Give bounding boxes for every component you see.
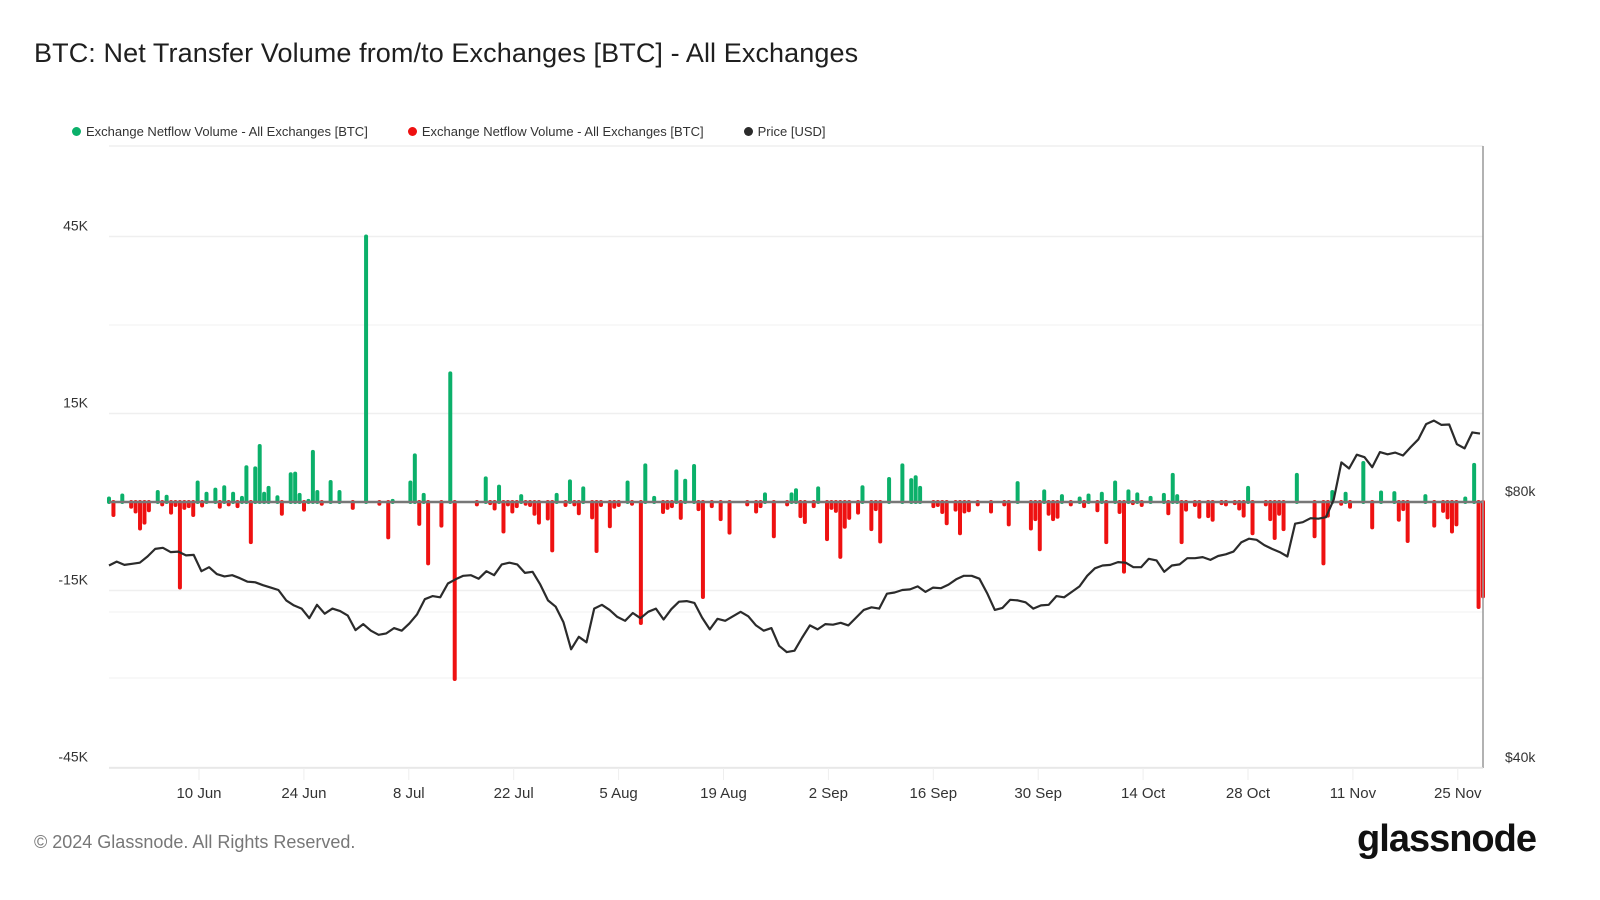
legend-red-dot-icon: [407, 127, 417, 136]
svg-text:22 Jul: 22 Jul: [494, 785, 534, 802]
svg-text:16 Sep: 16 Sep: [910, 785, 958, 802]
svg-text:10 Jun: 10 Jun: [176, 785, 221, 802]
svg-text:8 Jul: 8 Jul: [393, 785, 425, 802]
svg-text:14 Oct: 14 Oct: [1121, 785, 1166, 802]
svg-text:30 Sep: 30 Sep: [1014, 785, 1062, 802]
x-axis-labels: 10 Jun 24 Jun 8 Jul 22 Jul 5 Aug 19 Aug 2 Sep 1…: [176, 768, 1482, 802]
chart-legend: Exchange Netflow Volume - All Exchanges …: [72, 124, 826, 139]
y-axis-labels: 45K 15K -15K -45K: [58, 218, 88, 765]
svg-text:25 Nov: 25 Nov: [1434, 785, 1482, 802]
price-line: [108, 419, 1481, 654]
gridlines: [109, 145, 1483, 769]
svg-text:45K: 45K: [63, 218, 89, 234]
svg-text:-15K: -15K: [58, 572, 88, 588]
legend-item-price[interactable]: Price [USD]: [743, 124, 826, 139]
svg-text:5 Aug: 5 Aug: [599, 785, 637, 802]
glassnode-logo[interactable]: glassnode: [1357, 818, 1537, 860]
svg-text:19 Aug: 19 Aug: [700, 785, 747, 802]
legend-black-dot-icon: [743, 127, 753, 136]
netflow-bars: [107, 234, 1485, 681]
legend-item-netflow-positive[interactable]: Exchange Netflow Volume - All Exchanges …: [72, 124, 368, 139]
copyright-text: © 2024 Glassnode. All Rights Reserved.: [34, 832, 356, 852]
svg-text:$80k: $80k: [1505, 483, 1536, 499]
svg-text:28 Oct: 28 Oct: [1226, 785, 1271, 802]
svg-text:$40k: $40k: [1505, 749, 1536, 765]
legend-label: Exchange Netflow Volume - All Exchanges …: [421, 124, 704, 139]
svg-text:2 Sep: 2 Sep: [809, 785, 848, 802]
chart-title: BTC: Net Transfer Volume from/to Exchang…: [34, 38, 859, 68]
svg-text:24 Jun: 24 Jun: [281, 785, 326, 802]
svg-text:11 Nov: 11 Nov: [1330, 785, 1377, 802]
y2-axis-labels: $80k $40k: [1505, 483, 1536, 765]
svg-text:-45K: -45K: [58, 749, 88, 765]
legend-label: Price [USD]: [757, 124, 826, 139]
legend-green-dot-icon: [72, 127, 81, 136]
svg-text:15K: 15K: [63, 395, 89, 411]
legend-item-netflow-negative[interactable]: Exchange Netflow Volume - All Exchanges …: [407, 124, 704, 139]
legend-label: Exchange Netflow Volume - All Exchanges …: [86, 124, 368, 139]
